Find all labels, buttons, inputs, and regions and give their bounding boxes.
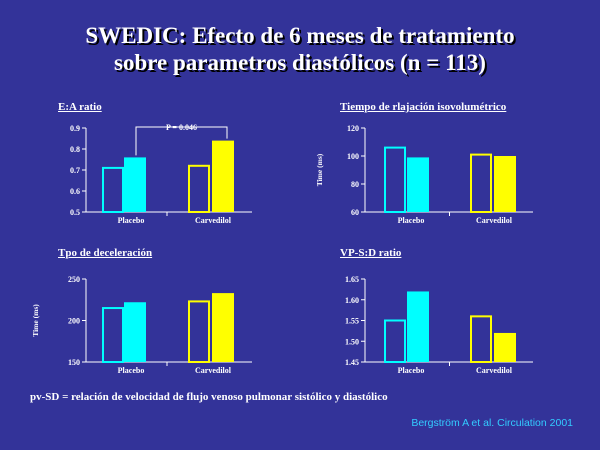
x-category-label: Carvedilol — [195, 366, 232, 375]
bar-placebo-outline — [102, 166, 124, 213]
citation: Bergström A et al. Circulation 2001 — [411, 417, 573, 429]
y-tick-label: 0.7 — [70, 166, 80, 175]
chart-title-deceleration: Tpo de deceleración — [58, 247, 153, 259]
x-category-label: Placebo — [118, 366, 145, 375]
bar-placebo-filled — [407, 157, 429, 212]
bar-carvedilol-filled — [212, 293, 234, 362]
bar-carvedilol-outline — [470, 315, 492, 364]
y-tick-label: 200 — [68, 317, 80, 326]
y-tick-label: 0.8 — [70, 145, 80, 154]
y-tick-label: 100 — [347, 152, 359, 161]
bar-placebo-outline — [102, 307, 124, 363]
significance-bracket — [135, 126, 228, 156]
x-category-label: Carvedilol — [476, 366, 513, 375]
bar-carvedilol-filled — [494, 156, 516, 212]
chart-title-ivrt: Tiempo de rlajación isovolumétrico — [340, 101, 507, 113]
y-tick-label: 0.5 — [70, 208, 80, 217]
chart-3-group: 1.45 1.50 1.55 1.60 1.65 Placebo Carvedilol — [345, 275, 533, 375]
x-category-label: Placebo — [398, 366, 425, 375]
y-axis-label: Time (ms) — [31, 304, 40, 337]
y-tick-label: 80 — [351, 180, 359, 189]
y-tick-label: 150 — [68, 358, 80, 367]
y-tick-label: 1.50 — [345, 337, 359, 346]
y-tick-label: 1.60 — [345, 296, 359, 305]
bar-carvedilol-outline — [188, 164, 210, 214]
bar-placebo-filled — [124, 157, 146, 212]
chart-2-group: 150 200 250 Placebo Carvedilol Time (ms) — [31, 275, 252, 375]
x-category-label: Placebo — [398, 216, 425, 225]
bar-placebo-outline — [384, 319, 406, 363]
y-tick-label: 250 — [68, 275, 80, 284]
chart-1-group: 60 80 100 120 Placebo Carvedilol Time (ms) — [315, 124, 533, 225]
bar-carvedilol-outline — [188, 300, 210, 364]
slide-title: SWEDIC: Efecto de 6 meses de tratamiento… — [0, 22, 600, 76]
y-tick-label: 0.6 — [70, 187, 80, 196]
footnote: pv-SD = relación de velocidad de flujo v… — [30, 391, 388, 403]
slide-title-line-2: sobre parametros diastólicos (n = 113) — [114, 50, 486, 75]
slide-title-line-1: SWEDIC: Efecto de 6 meses de tratamiento — [85, 23, 515, 48]
x-category-label: Carvedilol — [476, 216, 513, 225]
x-category-label: Carvedilol — [195, 216, 232, 225]
bar-carvedilol-outline — [470, 153, 492, 214]
y-tick-label: 120 — [347, 124, 359, 133]
chart-title-vp-sd-ratio: VP-S:D ratio — [340, 247, 402, 259]
bar-placebo-filled — [407, 291, 429, 362]
chart-title-ea-ratio: E:A ratio — [58, 101, 102, 113]
y-tick-label: 0.9 — [70, 124, 80, 133]
bar-placebo-filled — [124, 302, 146, 362]
x-category-label: Placebo — [118, 216, 145, 225]
y-tick-label: 1.65 — [345, 275, 359, 284]
significance-label: P = 0.046 — [166, 123, 197, 132]
bar-placebo-outline — [384, 146, 406, 214]
y-tick-label: 60 — [351, 208, 359, 217]
y-axis-label: Time (ms) — [315, 153, 324, 186]
chart-0-group: 0.5 0.6 0.7 0.8 0.9 Placebo Carvedilol P = 0.04… — [70, 123, 252, 225]
bar-carvedilol-filled — [494, 332, 516, 362]
y-tick-label: 1.45 — [345, 358, 359, 367]
y-tick-label: 1.55 — [345, 317, 359, 326]
bar-carvedilol-filled — [212, 140, 234, 212]
